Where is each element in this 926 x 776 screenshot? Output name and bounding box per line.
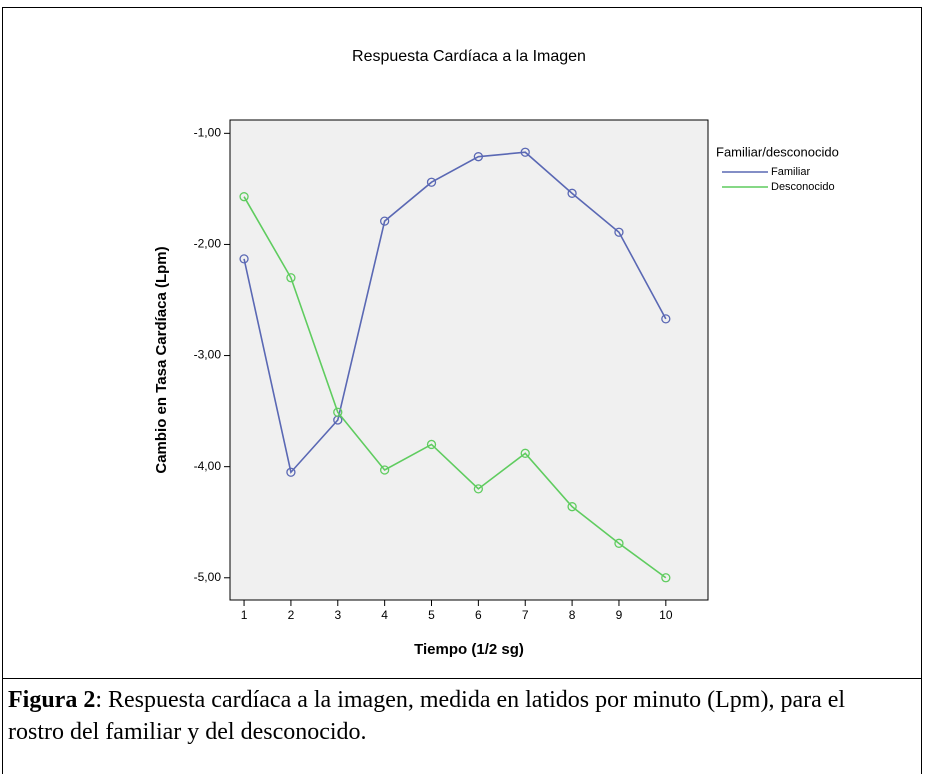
- series-line: [243, 151, 667, 474]
- point-marker: [567, 188, 577, 198]
- x-tick-label: 8: [569, 608, 576, 622]
- caption-label: Figura 2: [8, 687, 96, 713]
- point-marker: [614, 227, 624, 237]
- legend-label: Desconocido: [771, 181, 835, 193]
- legend-label: Familiar: [771, 166, 810, 178]
- point-marker: [239, 254, 249, 264]
- x-tick-label: 10: [659, 608, 673, 622]
- chart: Respuesta Cardíaca a la Imagen Tiempo (1…: [153, 48, 839, 658]
- point-marker: [661, 573, 671, 583]
- x-tick-label: 4: [381, 608, 388, 622]
- point-marker: [520, 147, 530, 157]
- x-axis-label: Tiempo (1/2 sg): [414, 641, 524, 658]
- point-marker: [473, 152, 484, 162]
- point-marker: [379, 465, 390, 475]
- x-tick-label: 2: [288, 608, 295, 622]
- x-tick-label: 3: [334, 608, 341, 622]
- point-marker: [286, 467, 296, 477]
- series-line: [243, 196, 667, 579]
- x-tick-label: 6: [475, 608, 482, 622]
- x-tick-label: 1: [241, 608, 248, 622]
- point-marker: [614, 538, 624, 548]
- legend-title: Familiar/desconocido: [716, 144, 839, 159]
- y-tick-label: -2,00: [194, 237, 222, 251]
- caption-text: : Respuesta cardíaca a la imagen, medida…: [8, 687, 846, 745]
- caption: Figura 2: Respuesta cardíaca a la imagen…: [8, 684, 888, 748]
- y-tick-label: -5,00: [194, 570, 222, 584]
- y-tick-label: -4,00: [194, 459, 222, 473]
- frame: [2, 7, 922, 774]
- point-marker: [239, 192, 249, 202]
- point-marker: [286, 273, 296, 283]
- chart-title: Respuesta Cardíaca a la Imagen: [352, 48, 586, 65]
- point-marker: [520, 448, 530, 458]
- y-tick-label: -1,00: [194, 126, 222, 140]
- x-tick-label: 7: [522, 608, 529, 622]
- point-marker: [661, 314, 671, 324]
- caption-rule: [2, 678, 922, 679]
- plot-area: [229, 119, 709, 601]
- y-tick-label: -3,00: [194, 348, 222, 362]
- point-marker: [567, 502, 577, 512]
- x-tick-label: 9: [616, 608, 623, 622]
- x-tick-label: 5: [428, 608, 435, 622]
- point-marker: [379, 216, 390, 226]
- point-marker: [473, 484, 484, 494]
- point-marker: [426, 439, 437, 450]
- y-axis-label: Cambio en Tasa Cardíaca (Lpm): [153, 246, 170, 473]
- point-marker: [426, 177, 437, 187]
- point-marker: [333, 407, 343, 417]
